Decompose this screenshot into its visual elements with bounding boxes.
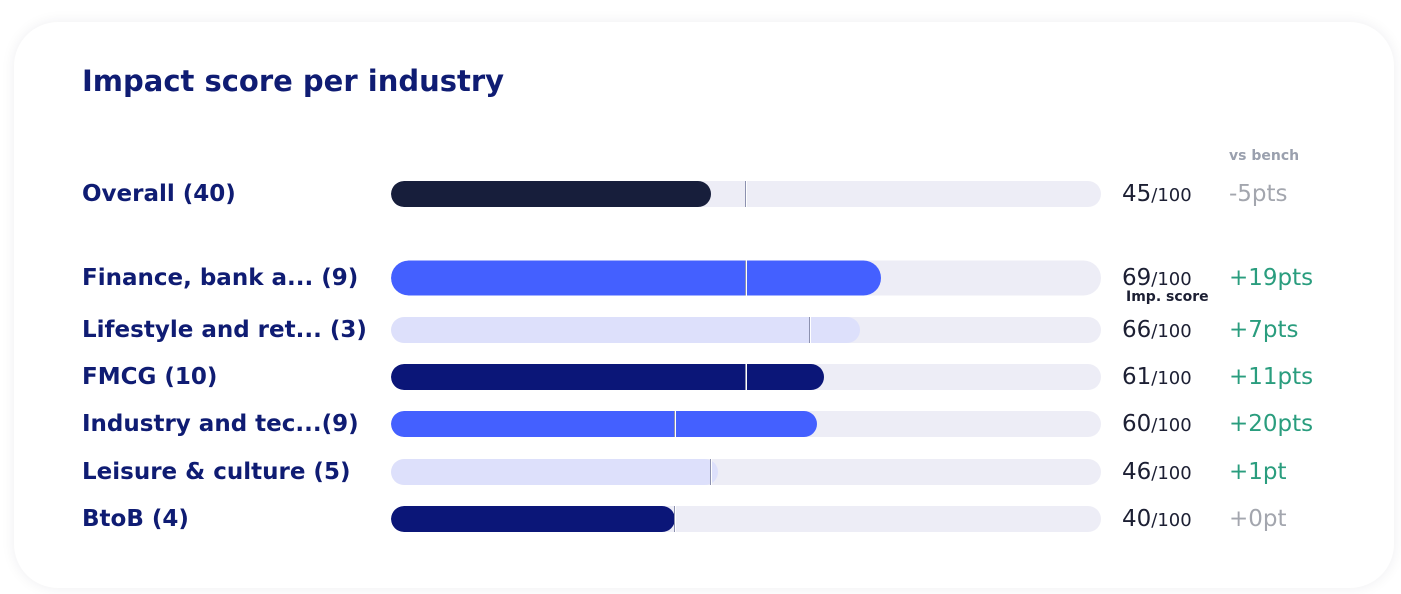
score-number: 45 [1122, 181, 1152, 207]
bar-track [391, 459, 1101, 485]
bench-column-header: vs bench [1229, 148, 1300, 164]
score-value: 45/100 [1122, 181, 1192, 207]
category-label: Finance, bank a... (9) [82, 265, 359, 291]
score-max: /100 [1151, 510, 1192, 531]
score-max: /100 [1151, 415, 1192, 436]
benchmark-marker [745, 181, 747, 207]
bar[interactable] [391, 317, 860, 343]
benchmark-marker [745, 260, 747, 296]
bar-row[interactable]: BtoB (4) 40/100 +0pt [0, 499, 1401, 539]
bar[interactable] [391, 411, 817, 437]
benchmark-marker [709, 459, 712, 485]
score-number: 61 [1122, 364, 1152, 390]
bench-delta: +0pt [1229, 506, 1287, 532]
bar[interactable] [391, 364, 825, 390]
bar-track [391, 364, 1101, 390]
score-number: 69 [1122, 265, 1152, 291]
bar-row[interactable]: FMCG (10) 61/100 +11pts [0, 357, 1401, 397]
score-value: 69/100 [1122, 265, 1192, 291]
category-label: Industry and tec...(9) [82, 411, 359, 437]
category-label: Overall (40) [82, 181, 236, 207]
score-max: /100 [1151, 368, 1192, 389]
bar[interactable] [391, 506, 675, 532]
score-number: 66 [1122, 317, 1152, 343]
bar-track [391, 506, 1101, 532]
bench-delta: +19pts [1229, 265, 1314, 291]
bench-delta: +1pt [1229, 459, 1287, 485]
bar-track [391, 317, 1101, 343]
bar-track [391, 181, 1101, 207]
score-value: 66/100 [1122, 317, 1192, 343]
chart-title: Impact score per industry [82, 64, 505, 98]
score-value: 60/100 [1122, 411, 1192, 437]
bar-row[interactable]: Overall (40) 45/100 -5pts [0, 174, 1401, 214]
score-max: /100 [1151, 321, 1192, 342]
bar[interactable] [391, 181, 711, 207]
score-number: 46 [1122, 459, 1152, 485]
score-number: 40 [1122, 506, 1152, 532]
score-value: 61/100 [1122, 364, 1192, 390]
category-label: BtoB (4) [82, 506, 189, 532]
bar-row[interactable]: Lifestyle and ret... (3) 66/100 +7pts [0, 310, 1401, 350]
benchmark-marker [745, 364, 747, 390]
score-column-header: Imp. score [1126, 289, 1209, 305]
bench-delta: +20pts [1229, 411, 1314, 437]
category-label: Leisure & culture (5) [82, 459, 351, 485]
bench-delta: +7pts [1229, 317, 1299, 343]
benchmark-marker [674, 506, 676, 532]
score-max: /100 [1151, 185, 1192, 206]
bar[interactable] [391, 459, 718, 485]
chart-card [14, 22, 1394, 588]
bar-track [391, 260, 1101, 296]
benchmark-marker [674, 411, 676, 437]
score-value: 46/100 [1122, 459, 1192, 485]
bench-delta: -5pts [1229, 181, 1288, 207]
benchmark-marker [808, 317, 811, 343]
score-max: /100 [1151, 269, 1192, 290]
score-value: 40/100 [1122, 506, 1192, 532]
score-number: 60 [1122, 411, 1152, 437]
category-label: FMCG (10) [82, 364, 218, 390]
score-max: /100 [1151, 463, 1192, 484]
bar-row[interactable]: Leisure & culture (5) 46/100 +1pt [0, 452, 1401, 492]
bench-delta: +11pts [1229, 364, 1314, 390]
category-label: Lifestyle and ret... (3) [82, 317, 367, 343]
bar-track [391, 411, 1101, 437]
bar[interactable] [391, 260, 881, 296]
bar-row[interactable]: Industry and tec...(9) 60/100 +20pts [0, 404, 1401, 444]
bar-row[interactable]: Finance, bank a... (9) 69/100 +19pts [0, 258, 1401, 298]
